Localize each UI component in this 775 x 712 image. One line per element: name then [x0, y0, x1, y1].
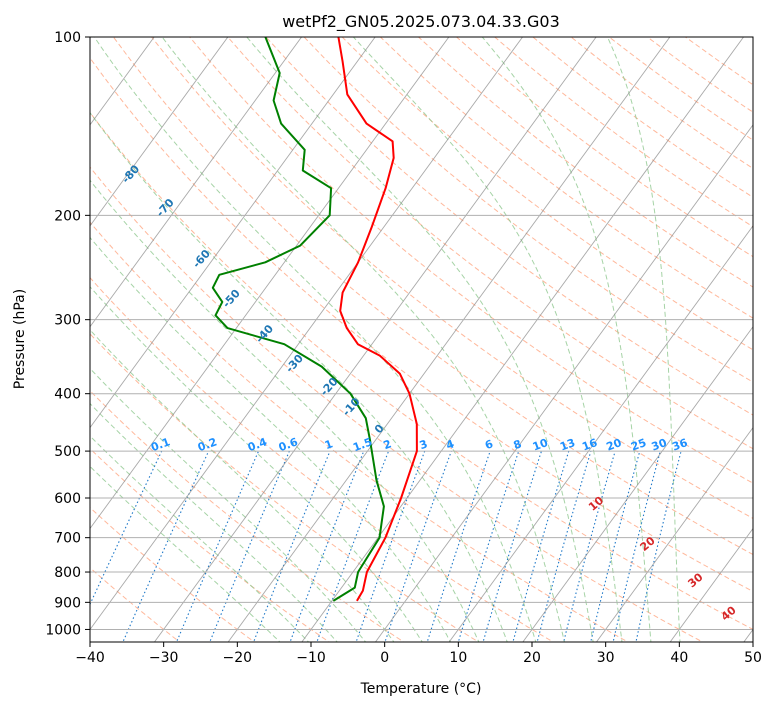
dry-adiabat-label: 10	[586, 494, 606, 514]
mixing-ratio-line	[563, 451, 615, 644]
dry-adiabat-line	[419, 37, 775, 644]
dry-adiabat-line	[75, 37, 775, 644]
dry-adiabat-line	[342, 37, 775, 644]
isotherm-line	[742, 24, 775, 645]
dry-adiabat-line	[0, 37, 482, 644]
y-axis: 1000 900 800 700 600 500 400 300 200 100	[45, 30, 90, 638]
moist-adiabat-line	[0, 37, 480, 644]
dry-adiabat-line	[152, 37, 775, 644]
mixing-ratio-line	[458, 451, 519, 644]
mixing-ratio-line	[482, 451, 541, 644]
dry-adiabat-line	[0, 37, 408, 644]
moist-adiabat-line	[0, 37, 424, 644]
y-tick-label: 800	[54, 565, 81, 581]
moist-adiabat-line	[482, 37, 651, 644]
x-tick-label: 10	[449, 650, 467, 666]
dry-adiabat-line	[0, 37, 632, 644]
mixing-ratio-line	[590, 451, 640, 644]
temperature-profile	[338, 37, 417, 601]
isotherm-line	[0, 24, 238, 645]
dry-adiabat-line	[685, 37, 775, 644]
moist-adiabat-label: -10	[340, 395, 363, 419]
chart-title: wetPf2_GN05.2025.073.04.33.G03	[282, 12, 560, 32]
isotherm-line	[374, 24, 775, 645]
moist-adiabat-label: -90	[71, 127, 94, 151]
x-tick-label: −30	[149, 650, 179, 666]
x-tick-label: 0	[380, 650, 389, 666]
y-tick-label: 500	[54, 444, 81, 460]
dry-adiabat-label: 30	[686, 570, 706, 590]
y-tick-label: 400	[54, 387, 81, 403]
dry-adiabat-line	[0, 37, 707, 644]
dry-adiabat-line	[266, 37, 775, 644]
moist-adiabat-line	[0, 37, 339, 644]
dry-adiabat-line	[0, 37, 333, 644]
dry-adiabat-line	[37, 37, 775, 644]
y-tick-label: 1000	[45, 622, 81, 638]
moist-adiabat-label: -100	[48, 62, 76, 91]
plot-frame	[90, 37, 753, 642]
y-tick-label: 300	[54, 313, 81, 329]
y-tick-label: 600	[54, 491, 81, 507]
x-axis-label: Temperature (°C)	[360, 681, 482, 697]
moist-adiabat-label: -40	[253, 322, 276, 346]
dry-adiabat-line	[495, 37, 775, 644]
x-tick-label: −20	[223, 650, 253, 666]
moist-adiabat-line	[0, 37, 452, 644]
y-tick-label: 100	[54, 30, 81, 46]
mixing-ratio-label: 1	[323, 437, 335, 452]
x-tick-label: 30	[597, 650, 615, 666]
isotherm-line	[300, 24, 753, 645]
dry-adiabat-line	[571, 37, 775, 644]
mixing-ratio-line	[537, 451, 591, 644]
mixing-ratio-label: 2	[382, 437, 394, 452]
mixing-ratio-line	[72, 451, 162, 644]
x-tick-label: −10	[296, 650, 326, 666]
x-axis: −40 −30 −20 −10 0 10 20 30 40 50	[75, 642, 762, 666]
isotherm-line	[5, 24, 458, 645]
y-axis-label: Pressure (hPa)	[12, 289, 28, 389]
dry-adiabat-line	[380, 37, 775, 644]
moist-adiabat-label: -70	[154, 196, 177, 220]
isotherm-line	[0, 24, 385, 645]
x-tick-label: −40	[75, 650, 105, 666]
isotherm-line	[668, 24, 775, 645]
dewpoint-profile	[213, 37, 384, 601]
mixing-ratio-line	[289, 451, 364, 644]
dry-adiabat-line	[533, 37, 775, 644]
moist-adiabat-label: -80	[119, 162, 142, 186]
moist-adiabat-label: -50	[220, 287, 243, 311]
mixing-ratio-label: 4	[444, 437, 456, 452]
moist-adiabat-label: -60	[190, 247, 213, 271]
mixing-ratio-line	[176, 451, 259, 644]
mixing-ratio-line	[384, 451, 451, 644]
dry-adiabat-line	[0, 37, 557, 644]
y-tick-label: 200	[54, 208, 81, 224]
dry-adiabat-line	[457, 37, 775, 644]
x-tick-label: 20	[523, 650, 541, 666]
y-tick-label: 700	[54, 531, 81, 547]
isotherm-line	[153, 24, 606, 645]
x-tick-label: 40	[670, 650, 688, 666]
isotherm-line	[79, 24, 532, 645]
mixing-ratio-label: 6	[483, 437, 495, 452]
x-tick-label: 50	[744, 650, 762, 666]
isotherms	[0, 24, 775, 645]
mixing-ratio-label: 3	[418, 437, 430, 452]
moist-adiabat-line	[0, 37, 396, 644]
y-tick-label: 900	[54, 595, 81, 611]
